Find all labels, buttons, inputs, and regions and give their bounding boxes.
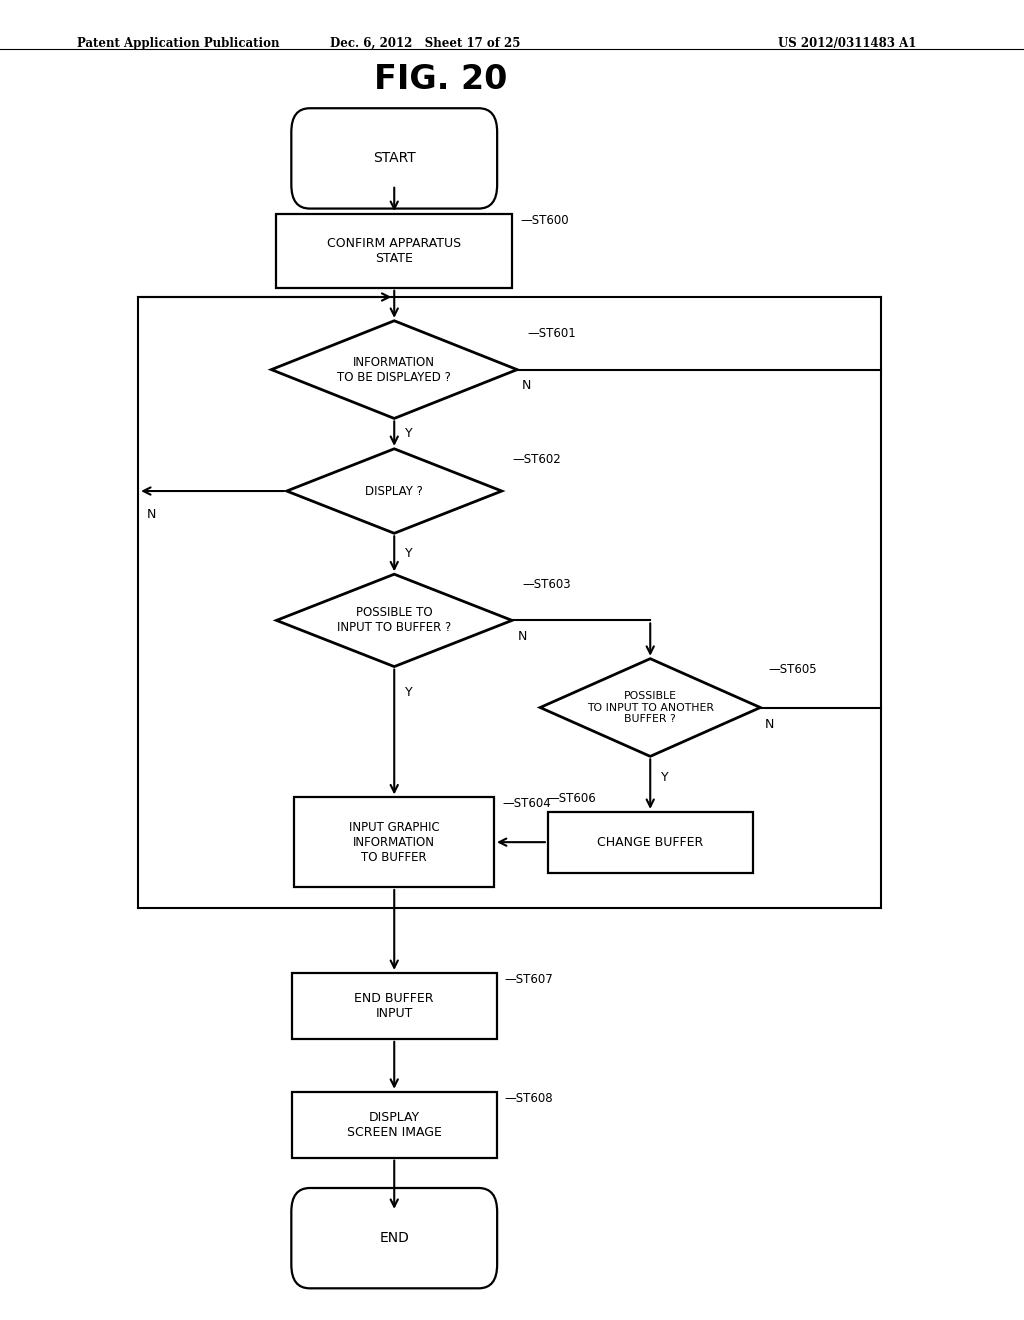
Bar xyxy=(276,214,512,288)
Bar xyxy=(292,1092,497,1158)
Text: —ST606: —ST606 xyxy=(548,792,597,805)
Text: Dec. 6, 2012   Sheet 17 of 25: Dec. 6, 2012 Sheet 17 of 25 xyxy=(330,37,520,50)
Polygon shape xyxy=(271,321,517,418)
Polygon shape xyxy=(276,574,512,667)
Text: —ST605: —ST605 xyxy=(768,663,817,676)
Text: —ST604: —ST604 xyxy=(503,797,551,810)
Text: —ST603: —ST603 xyxy=(522,578,570,591)
Text: INPUT GRAPHIC
INFORMATION
TO BUFFER: INPUT GRAPHIC INFORMATION TO BUFFER xyxy=(349,821,439,863)
Text: FIG. 20: FIG. 20 xyxy=(374,63,507,96)
Text: Patent Application Publication: Patent Application Publication xyxy=(77,37,280,50)
Text: START: START xyxy=(373,152,416,165)
Text: —ST607: —ST607 xyxy=(505,973,554,986)
FancyBboxPatch shape xyxy=(291,1188,498,1288)
Text: INFORMATION
TO BE DISPLAYED ?: INFORMATION TO BE DISPLAYED ? xyxy=(337,355,452,384)
Text: Y: Y xyxy=(404,686,412,700)
Text: END BUFFER
INPUT: END BUFFER INPUT xyxy=(354,991,434,1020)
Text: Y: Y xyxy=(404,548,412,560)
Text: N: N xyxy=(146,508,156,521)
Text: POSSIBLE TO
INPUT TO BUFFER ?: POSSIBLE TO INPUT TO BUFFER ? xyxy=(337,606,452,635)
Polygon shape xyxy=(541,659,760,756)
Text: CONFIRM APPARATUS
STATE: CONFIRM APPARATUS STATE xyxy=(328,236,461,265)
Text: N: N xyxy=(764,718,774,731)
Text: Y: Y xyxy=(404,428,412,440)
Text: POSSIBLE
TO INPUT TO ANOTHER
BUFFER ?: POSSIBLE TO INPUT TO ANOTHER BUFFER ? xyxy=(587,690,714,725)
Bar xyxy=(292,973,497,1039)
Text: DISPLAY ?: DISPLAY ? xyxy=(366,484,423,498)
Bar xyxy=(548,812,753,873)
Text: N: N xyxy=(518,630,527,643)
FancyBboxPatch shape xyxy=(291,108,498,209)
Text: —ST608: —ST608 xyxy=(505,1092,553,1105)
Text: US 2012/0311483 A1: US 2012/0311483 A1 xyxy=(778,37,916,50)
Polygon shape xyxy=(287,449,502,533)
Text: —ST602: —ST602 xyxy=(512,453,561,466)
Text: —ST601: —ST601 xyxy=(527,327,577,341)
Text: CHANGE BUFFER: CHANGE BUFFER xyxy=(597,836,703,849)
Text: N: N xyxy=(522,379,531,392)
Text: END: END xyxy=(379,1232,410,1245)
Text: Y: Y xyxy=(660,771,668,784)
Bar xyxy=(295,797,494,887)
Text: —ST600: —ST600 xyxy=(520,214,568,227)
Text: DISPLAY
SCREEN IMAGE: DISPLAY SCREEN IMAGE xyxy=(347,1110,441,1139)
